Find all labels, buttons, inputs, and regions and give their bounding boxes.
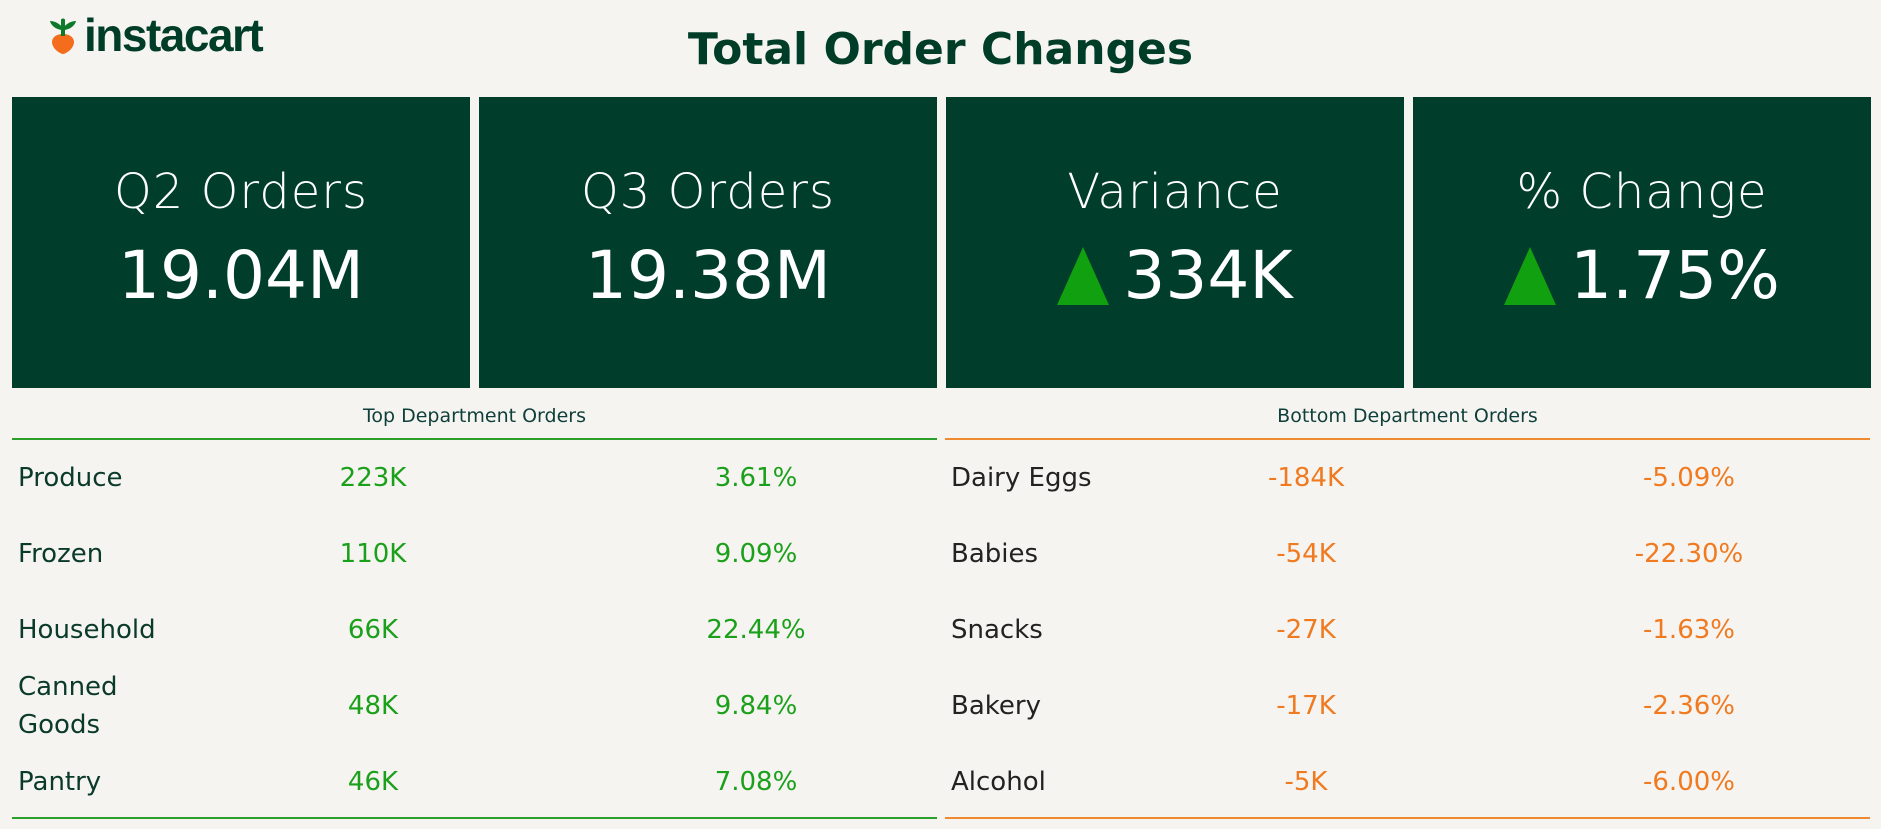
kpi-label: Q3 Orders <box>581 164 835 220</box>
kpi-card-variance: Variance 334K <box>946 97 1404 388</box>
order-change: -5K <box>1284 767 1328 797</box>
department-name: Pantry <box>18 767 102 797</box>
table-row: Snacks -27K -1.63% <box>945 592 1870 668</box>
pct-change: -5.09% <box>1643 463 1735 493</box>
bottom-department-table: Bottom Department Orders Dairy Eggs -184… <box>945 398 1870 819</box>
order-change: 110K <box>339 539 407 569</box>
divider <box>945 438 1870 440</box>
pct-change: -6.00% <box>1643 767 1735 797</box>
table-header: Bottom Department Orders <box>1277 405 1538 427</box>
order-change: -54K <box>1276 539 1336 569</box>
kpi-label: Q2 Orders <box>114 164 368 220</box>
table-row: Frozen 110K 9.09% <box>12 516 937 592</box>
pct-change: 22.44% <box>706 615 806 645</box>
table-row: Pantry 46K 7.08% <box>12 744 937 820</box>
logo-wordmark: instacart <box>84 9 264 61</box>
kpi-value: 1.75% <box>1570 237 1780 314</box>
top-department-table: Top Department Orders Produce 223K 3.61%… <box>12 398 937 819</box>
department-name: Produce <box>18 463 123 493</box>
pct-change: 3.61% <box>714 463 798 493</box>
department-name: Dairy Eggs <box>951 463 1092 493</box>
table-row: Produce 223K 3.61% <box>12 440 937 516</box>
kpi-value: 19.38M <box>585 237 831 314</box>
carrot-icon <box>50 18 76 54</box>
kpi-label: Variance <box>1067 164 1283 220</box>
divider <box>12 438 937 440</box>
table-row: Household 66K 22.44% <box>12 592 937 668</box>
kpi-card-pct-change: % Change 1.75% <box>1413 97 1871 388</box>
table-row: Alcohol -5K -6.00% <box>945 744 1870 820</box>
up-triangle-icon <box>1057 246 1110 305</box>
kpi-value: 19.04M <box>118 237 364 314</box>
divider <box>12 817 937 819</box>
department-name: Bakery <box>951 691 1041 721</box>
order-change: -17K <box>1276 691 1336 721</box>
order-change: 66K <box>347 615 399 645</box>
pct-change: -22.30% <box>1634 539 1744 569</box>
table-header: Top Department Orders <box>362 405 586 427</box>
department-name: Alcohol <box>951 767 1046 797</box>
pct-change: 9.84% <box>714 691 798 721</box>
order-change: 46K <box>347 767 399 797</box>
table-row: Dairy Eggs -184K -5.09% <box>945 440 1870 516</box>
pct-change: 7.08% <box>714 767 798 797</box>
table-row: Canned Goods 48K 9.84% <box>12 668 937 744</box>
page-title: Total Order Changes <box>687 24 1194 75</box>
department-name: Household <box>18 615 156 645</box>
order-change: 223K <box>339 463 407 493</box>
divider <box>945 817 1870 819</box>
order-change: -27K <box>1276 615 1336 645</box>
table-row: Babies -54K -22.30% <box>945 516 1870 592</box>
department-name: Canned Goods <box>18 672 118 740</box>
kpi-label: % Change <box>1516 164 1768 220</box>
pct-change: 9.09% <box>714 539 798 569</box>
department-name: Snacks <box>951 615 1043 645</box>
table-row: Bakery -17K -2.36% <box>945 668 1870 744</box>
kpi-card-q2-orders: Q2 Orders 19.04M <box>12 97 470 388</box>
pct-change: -1.63% <box>1643 615 1735 645</box>
department-name: Frozen <box>18 539 104 569</box>
order-change: -184K <box>1267 463 1345 493</box>
kpi-card-q3-orders: Q3 Orders 19.38M <box>479 97 937 388</box>
order-change: 48K <box>347 691 399 721</box>
department-name: Babies <box>951 539 1039 569</box>
up-triangle-icon <box>1504 246 1557 305</box>
instacart-logo: instacart <box>46 8 264 62</box>
kpi-row: Q2 Orders 19.04M Q3 Orders 19.38M Varian… <box>12 97 1871 388</box>
kpi-value: 334K <box>1123 237 1293 314</box>
pct-change: -2.36% <box>1643 691 1735 721</box>
